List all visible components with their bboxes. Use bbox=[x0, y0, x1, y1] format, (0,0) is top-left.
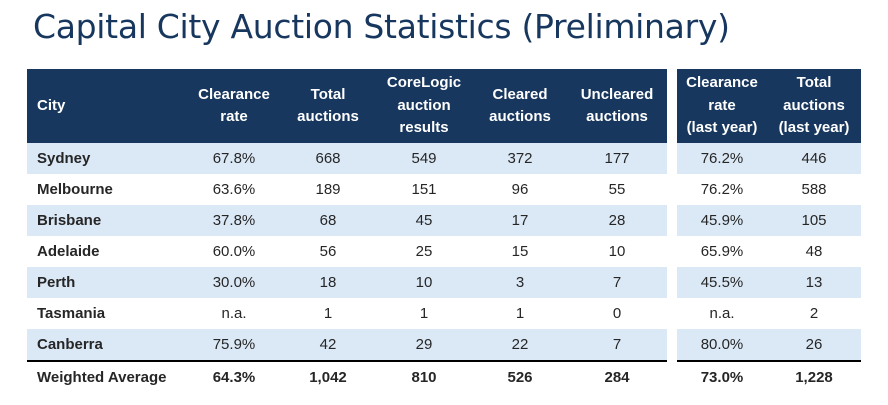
last-year-row: 45.5% 13 bbox=[677, 267, 861, 298]
cell-clearance-rate-last-year: n.a. bbox=[709, 305, 735, 322]
cell-total-auctions-last-year: 1,228 bbox=[767, 360, 861, 393]
cell-clearance-rate-last-year: 45.9% bbox=[677, 205, 767, 236]
cell-total-auctions-last-year: 13 bbox=[767, 267, 861, 298]
cell-corelogic-results: 549 bbox=[375, 143, 473, 174]
header-row: City Clearance rate Total auctions CoreLogi… bbox=[27, 69, 667, 143]
last-year-header-row: Clearance rate (last year) Total auctions… bbox=[677, 69, 861, 143]
cell-uncleared-auctions: 28 bbox=[567, 205, 667, 236]
cell-city: Perth bbox=[27, 267, 187, 298]
cell-total-auctions-last-year: 105 bbox=[767, 205, 861, 236]
header-uncleared-auctions: Uncleared auctions bbox=[567, 69, 667, 143]
table-row: Canberra 75.9% 42 29 22 7 bbox=[27, 329, 667, 361]
last-year-table-body: 76.2% 446 76.2% 588 45.9% 105 65.9% 48 45.5% 13 n.… bbox=[677, 143, 861, 393]
cell-uncleared-auctions: 0 bbox=[612, 305, 622, 322]
cell-corelogic-results: 25 bbox=[415, 243, 433, 260]
header-city: City bbox=[27, 69, 187, 143]
cell-total-auctions: 56 bbox=[319, 243, 337, 260]
last-year-row: 65.9% 48 bbox=[677, 236, 861, 267]
cell-corelogic-results: 29 bbox=[375, 329, 473, 361]
cell-city: Weighted Average bbox=[27, 360, 187, 393]
cell-cleared-auctions: 22 bbox=[473, 329, 567, 361]
cell-total-auctions: 189 bbox=[315, 181, 341, 198]
last-year-row: 80.0% 26 bbox=[677, 329, 861, 361]
last-year-row: 73.0% 1,228 bbox=[677, 360, 861, 393]
cell-clearance-rate: 63.6% bbox=[212, 181, 256, 198]
cell-cleared-auctions: 3 bbox=[473, 267, 567, 298]
cell-clearance-rate-last-year: 80.0% bbox=[677, 329, 767, 361]
cell-clearance-rate: 37.8% bbox=[187, 205, 281, 236]
cell-uncleared-auctions: 7 bbox=[567, 329, 667, 361]
cell-total-auctions-last-year: 48 bbox=[805, 243, 823, 260]
cell-cleared-auctions: 526 bbox=[473, 360, 567, 393]
cell-total-auctions-last-year: 446 bbox=[767, 143, 861, 174]
cell-total-auctions: 1,042 bbox=[281, 360, 375, 393]
cell-clearance-rate: 75.9% bbox=[187, 329, 281, 361]
cell-clearance-rate: 67.8% bbox=[187, 143, 281, 174]
cell-cleared-auctions: 372 bbox=[473, 143, 567, 174]
cell-corelogic-results: 1 bbox=[419, 305, 429, 322]
cell-clearance-rate: n.a. bbox=[221, 305, 247, 322]
auction-stats-table: City Clearance rate Total auctions CoreLogi… bbox=[27, 69, 667, 393]
table-row: Melbourne 63.6% 189 151 96 55 bbox=[27, 174, 667, 205]
cell-total-auctions: 42 bbox=[281, 329, 375, 361]
header-clearance-rate: Clearance rate bbox=[187, 69, 281, 143]
header-clearance-rate-last-year: Clearance rate (last year) bbox=[677, 69, 767, 143]
cell-total-auctions-last-year: 588 bbox=[801, 181, 827, 198]
cell-clearance-rate: 30.0% bbox=[187, 267, 281, 298]
cell-cleared-auctions: 17 bbox=[473, 205, 567, 236]
cell-clearance-rate-last-year: 76.2% bbox=[677, 143, 767, 174]
last-year-row: n.a. 2 bbox=[677, 298, 861, 329]
cell-clearance-rate: 60.0% bbox=[212, 243, 256, 260]
table-row: Perth 30.0% 18 10 3 7 bbox=[27, 267, 667, 298]
table-row: Brisbane 37.8% 68 45 17 28 bbox=[27, 205, 667, 236]
cell-total-auctions: 668 bbox=[281, 143, 375, 174]
last-year-row: 45.9% 105 bbox=[677, 205, 861, 236]
header-total-auctions-last-year: Total auctions (last year) bbox=[767, 69, 861, 143]
header-total-auctions: Total auctions bbox=[281, 69, 375, 143]
table-row: Adelaide 60.0% 56 25 15 10 bbox=[27, 236, 667, 267]
table-row: Sydney 67.8% 668 549 372 177 bbox=[27, 143, 667, 174]
cell-cleared-auctions: 1 bbox=[515, 305, 525, 322]
cell-cleared-auctions: 96 bbox=[511, 181, 529, 198]
cell-clearance-rate-last-year: 76.2% bbox=[700, 181, 744, 198]
header-corelogic-results: CoreLogic auction results bbox=[375, 69, 473, 143]
cell-city: Melbourne bbox=[37, 181, 113, 198]
last-year-row: 76.2% 446 bbox=[677, 143, 861, 174]
cell-clearance-rate-last-year: 73.0% bbox=[677, 360, 767, 393]
cell-uncleared-auctions: 284 bbox=[567, 360, 667, 393]
cell-city: Canberra bbox=[27, 329, 187, 361]
last-year-table: Clearance rate (last year) Total auctions… bbox=[677, 69, 861, 393]
cell-total-auctions-last-year: 2 bbox=[809, 305, 819, 322]
cell-city: Adelaide bbox=[37, 243, 100, 260]
cell-uncleared-auctions: 7 bbox=[567, 267, 667, 298]
cell-uncleared-auctions: 177 bbox=[567, 143, 667, 174]
cell-total-auctions: 1 bbox=[323, 305, 333, 322]
cell-city: Brisbane bbox=[27, 205, 187, 236]
cell-clearance-rate-last-year: 65.9% bbox=[700, 243, 744, 260]
cell-corelogic-results: 10 bbox=[375, 267, 473, 298]
cell-corelogic-results: 151 bbox=[411, 181, 437, 198]
cell-total-auctions: 68 bbox=[281, 205, 375, 236]
cell-cleared-auctions: 15 bbox=[511, 243, 529, 260]
table-row: Weighted Average 64.3% 1,042 810 526 284 bbox=[27, 360, 667, 393]
last-year-row: 76.2% 588 bbox=[677, 174, 861, 205]
cell-corelogic-results: 810 bbox=[375, 360, 473, 393]
cell-total-auctions-last-year: 26 bbox=[767, 329, 861, 361]
table-row: Tasmania n.a. 1 1 1 0 bbox=[27, 298, 667, 329]
cell-total-auctions: 18 bbox=[281, 267, 375, 298]
header-cleared-auctions: Cleared auctions bbox=[473, 69, 567, 143]
cell-clearance-rate-last-year: 45.5% bbox=[677, 267, 767, 298]
cell-city: Sydney bbox=[27, 143, 187, 174]
page-title: Capital City Auction Statistics (Prelimi… bbox=[33, 7, 730, 46]
cell-city: Tasmania bbox=[37, 305, 106, 322]
table-body: Sydney 67.8% 668 549 372 177 Melbourne 63.6% 189… bbox=[27, 143, 667, 393]
cell-corelogic-results: 45 bbox=[375, 205, 473, 236]
cell-uncleared-auctions: 10 bbox=[608, 243, 626, 260]
cell-uncleared-auctions: 55 bbox=[608, 181, 626, 198]
cell-clearance-rate: 64.3% bbox=[187, 360, 281, 393]
